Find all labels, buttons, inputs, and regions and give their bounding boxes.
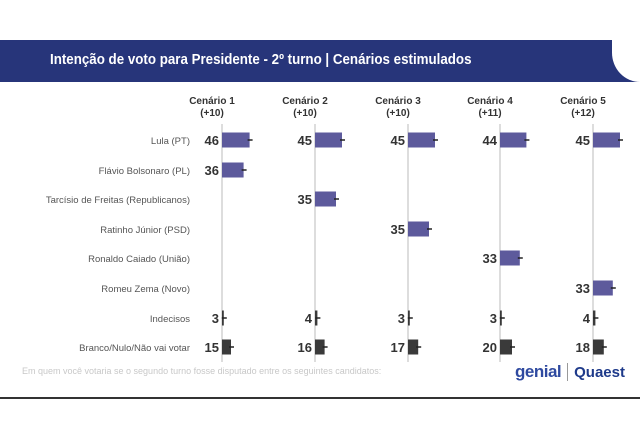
bar: [500, 132, 527, 148]
bar: [222, 339, 231, 355]
bar: [500, 339, 512, 355]
logos: genial Quaest: [515, 362, 625, 382]
bar: [408, 132, 435, 148]
genial-logo: genial: [515, 362, 562, 381]
category-label: Indecisos: [150, 314, 190, 325]
category-label: Ratinho Júnior (PSD): [100, 225, 190, 236]
data-label: 3: [398, 311, 405, 326]
panel-title: Cenário 2: [282, 96, 328, 107]
category-label: Tarcísio de Freitas (Republicanos): [46, 195, 190, 206]
header-band: Intenção de voto para Presidente - 2º tu…: [0, 40, 640, 82]
panel-subtitle: (+12): [571, 108, 595, 119]
bar: [500, 250, 520, 266]
logo-divider: [567, 363, 569, 381]
bar: [408, 221, 429, 237]
panel-title: Cenário 4: [467, 96, 513, 107]
bar: [222, 162, 244, 178]
data-label: 45: [391, 133, 405, 148]
data-label: 4: [583, 311, 591, 326]
bar: [315, 132, 342, 148]
data-label: 33: [483, 251, 497, 266]
page-title: Intenção de voto para Presidente - 2º tu…: [50, 52, 472, 68]
panel-subtitle: (+11): [478, 108, 501, 119]
data-label: 46: [205, 133, 219, 148]
bar: [593, 280, 613, 296]
data-label: 36: [205, 163, 219, 178]
data-label: 16: [298, 340, 312, 355]
footnote: Em quem você votaria se o segundo turno …: [22, 366, 382, 376]
data-label: 17: [391, 340, 405, 355]
panel-subtitle: (+10): [293, 108, 317, 119]
bar: [222, 132, 250, 148]
data-label: 20: [483, 340, 497, 355]
category-label: Branco/Nulo/Não vai votar: [79, 343, 190, 354]
data-label: 45: [298, 133, 312, 148]
bar: [593, 132, 620, 148]
category-label: Flávio Bolsonaro (PL): [99, 166, 190, 177]
panel-subtitle: (+10): [200, 108, 224, 119]
panel-subtitle: (+10): [386, 108, 410, 119]
bar: [315, 339, 325, 355]
bar: [408, 339, 419, 355]
panel-title: Cenário 5: [560, 96, 606, 107]
data-label: 3: [212, 311, 219, 326]
data-label: 45: [576, 133, 590, 148]
bar: [315, 191, 336, 207]
data-label: 3: [490, 311, 497, 326]
category-label: Lula (PT): [151, 136, 190, 147]
panel-title: Cenário 1: [189, 96, 235, 107]
bottom-rule: [0, 397, 640, 399]
data-label: 33: [576, 281, 590, 296]
data-label: 35: [391, 222, 405, 237]
category-label: Ronaldo Caiado (União): [88, 254, 190, 265]
bar: [593, 339, 604, 355]
data-label: 35: [298, 192, 312, 207]
data-label: 44: [483, 133, 498, 148]
data-label: 18: [576, 340, 590, 355]
category-label: Romeu Zema (Novo): [101, 284, 190, 295]
data-label: 4: [305, 311, 313, 326]
quaest-logo: Quaest: [574, 363, 625, 381]
panel-title: Cenário 3: [375, 96, 421, 107]
data-label: 15: [205, 340, 219, 355]
